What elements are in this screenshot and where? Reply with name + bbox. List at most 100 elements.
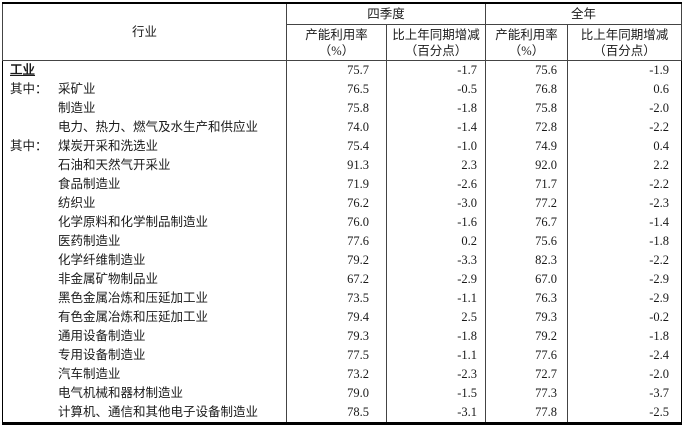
header-line1: 产能利用率 bbox=[305, 27, 368, 42]
q4-utilization-cell: 79.4 bbox=[286, 308, 387, 327]
q4-utilization-cell: 74.0 bbox=[286, 118, 387, 137]
row-label: 电气机械和器材制造业 bbox=[58, 386, 184, 400]
table-row: 计算机、通信和其他电子设备制造业 78.5 -3.1 77.8 -2.5 bbox=[3, 403, 682, 424]
year-change-cell: -2.4 bbox=[567, 346, 682, 365]
row-label: 非金属矿物制品业 bbox=[58, 272, 159, 286]
q4-utilization-cell: 75.8 bbox=[286, 99, 387, 118]
year-utilization-cell: 72.8 bbox=[485, 118, 568, 137]
industry-cell: 计算机、通信和其他电子设备制造业 bbox=[3, 403, 287, 424]
q4-change-cell: -1.0 bbox=[385, 137, 486, 156]
year-change-cell: -2.9 bbox=[567, 289, 682, 308]
column-header-q4-change: 比上年同期增减 （百分点） bbox=[385, 24, 487, 61]
table-row: 非金属矿物制品业 67.2 -2.9 67.0 -2.9 bbox=[3, 270, 682, 289]
year-utilization-cell: 76.8 bbox=[485, 80, 568, 99]
year-utilization-cell: 77.8 bbox=[485, 403, 568, 424]
header-line2: （%） bbox=[318, 43, 355, 58]
q4-change-cell: -2.3 bbox=[385, 365, 486, 384]
year-change-cell: -2.2 bbox=[567, 118, 682, 137]
industry-cell: 其中： 采矿业 bbox=[3, 80, 287, 99]
q4-utilization-cell: 79.3 bbox=[286, 327, 387, 346]
row-label: 煤炭开采和洗选业 bbox=[58, 139, 159, 153]
column-header-q4-utilization: 产能利用率 （%） bbox=[286, 24, 387, 61]
year-change-cell: -3.7 bbox=[567, 384, 682, 403]
q4-change-cell: -0.5 bbox=[385, 80, 486, 99]
row-label: 黑色金属冶炼和压延加工业 bbox=[58, 291, 209, 305]
industry-cell: 有色金属冶炼和压延加工业 bbox=[3, 308, 287, 327]
year-utilization-cell: 82.3 bbox=[485, 251, 568, 270]
q4-change-cell: -2.9 bbox=[385, 270, 486, 289]
year-utilization-cell: 71.7 bbox=[485, 175, 568, 194]
industry-cell: 黑色金属冶炼和压延加工业 bbox=[3, 289, 287, 308]
column-header-industry: 行业 bbox=[2, 2, 287, 61]
header-line1: 产能利用率 bbox=[495, 27, 558, 42]
industry-cell: 工业 bbox=[3, 61, 287, 81]
column-header-year-change: 比上年同期增减 （百分点） bbox=[567, 24, 683, 61]
year-change-cell: -2.3 bbox=[567, 194, 682, 213]
row-label: 通用设备制造业 bbox=[58, 329, 146, 343]
q4-change-cell: -3.3 bbox=[385, 251, 486, 270]
year-change-cell: -2.2 bbox=[567, 251, 682, 270]
year-utilization-cell: 75.6 bbox=[485, 60, 568, 80]
table-row: 化学纤维制造业 79.2 -3.3 82.3 -2.2 bbox=[3, 251, 682, 270]
q4-change-cell: 0.2 bbox=[385, 232, 486, 251]
industry-cell: 电气机械和器材制造业 bbox=[3, 384, 287, 403]
industry-cell: 医药制造业 bbox=[3, 232, 287, 251]
year-change-cell: 2.2 bbox=[567, 156, 682, 175]
header-line1: 比上年同期增减 bbox=[580, 27, 669, 42]
q4-utilization-cell: 77.6 bbox=[286, 232, 387, 251]
year-utilization-cell: 77.6 bbox=[485, 346, 568, 365]
table-row: 食品制造业 71.9 -2.6 71.7 -2.2 bbox=[3, 175, 682, 194]
industry-cell: 非金属矿物制品业 bbox=[3, 270, 287, 289]
year-change-cell: -1.8 bbox=[567, 327, 682, 346]
year-change-cell: 0.4 bbox=[567, 137, 682, 156]
year-utilization-cell: 75.6 bbox=[485, 232, 568, 251]
year-utilization-cell: 74.9 bbox=[485, 137, 568, 156]
industry-cell: 石油和天然气开采业 bbox=[3, 156, 287, 175]
q4-utilization-cell: 73.5 bbox=[286, 289, 387, 308]
q4-change-cell: -1.4 bbox=[385, 118, 486, 137]
table-row: 电力、热力、燃气及水生产和供应业 74.0 -1.4 72.8 -2.2 bbox=[3, 118, 682, 137]
row-prefix: 其中： bbox=[10, 139, 48, 153]
industry-cell: 化学纤维制造业 bbox=[3, 251, 287, 270]
industry-cell: 电力、热力、燃气及水生产和供应业 bbox=[3, 118, 287, 137]
header-line2: （百分点） bbox=[593, 43, 656, 58]
row-label: 有色金属冶炼和压延加工业 bbox=[58, 310, 209, 324]
table-header: 行业 四季度 全年 产能利用率 （%） 比上年同期增减 （百分点） 产能利用率 … bbox=[2, 2, 683, 61]
column-group-year: 全年 bbox=[485, 2, 683, 25]
row-label: 石油和天然气开采业 bbox=[58, 158, 171, 172]
q4-change-cell: -1.7 bbox=[385, 60, 486, 80]
year-utilization-cell: 76.7 bbox=[485, 213, 568, 232]
q4-change-cell: -1.1 bbox=[385, 289, 486, 308]
year-utilization-cell: 76.3 bbox=[485, 289, 568, 308]
row-label: 纺织业 bbox=[58, 196, 96, 210]
industry-cell: 制造业 bbox=[3, 99, 287, 118]
year-utilization-cell: 79.2 bbox=[485, 327, 568, 346]
q4-utilization-cell: 79.0 bbox=[286, 384, 387, 403]
row-label: 专用设备制造业 bbox=[58, 348, 146, 362]
year-utilization-cell: 75.8 bbox=[485, 99, 568, 118]
header-line2: （百分点） bbox=[404, 43, 468, 58]
year-change-cell: -2.5 bbox=[567, 403, 682, 424]
table-row: 化学原料和化学制品制造业 76.0 -1.6 76.7 -1.4 bbox=[3, 213, 682, 232]
table-row: 汽车制造业 73.2 -2.3 72.7 -2.0 bbox=[3, 365, 682, 384]
year-utilization-cell: 92.0 bbox=[485, 156, 568, 175]
row-label: 计算机、通信和其他电子设备制造业 bbox=[58, 405, 259, 419]
q4-change-cell: -3.0 bbox=[385, 194, 486, 213]
industry-cell: 其中： 煤炭开采和洗选业 bbox=[3, 137, 287, 156]
header-line2: （%） bbox=[508, 43, 545, 58]
year-utilization-cell: 72.7 bbox=[485, 365, 568, 384]
industry-cell: 专用设备制造业 bbox=[3, 346, 287, 365]
table-row: 工业 75.7 -1.7 75.6 -1.9 bbox=[3, 60, 682, 81]
year-utilization-cell: 77.2 bbox=[485, 194, 568, 213]
q4-utilization-cell: 76.0 bbox=[286, 213, 387, 232]
header-line1: 比上年同期增减 bbox=[392, 27, 480, 42]
row-prefix: 其中： bbox=[10, 82, 48, 96]
q4-utilization-cell: 75.4 bbox=[286, 137, 387, 156]
year-change-cell: -1.4 bbox=[567, 213, 682, 232]
q4-change-cell: 2.3 bbox=[385, 156, 486, 175]
q4-change-cell: -1.5 bbox=[385, 384, 486, 403]
q4-change-cell: -3.1 bbox=[385, 403, 486, 424]
year-change-cell: -2.0 bbox=[567, 99, 682, 118]
q4-utilization-cell: 67.2 bbox=[286, 270, 387, 289]
row-label: 工业 bbox=[10, 63, 36, 77]
